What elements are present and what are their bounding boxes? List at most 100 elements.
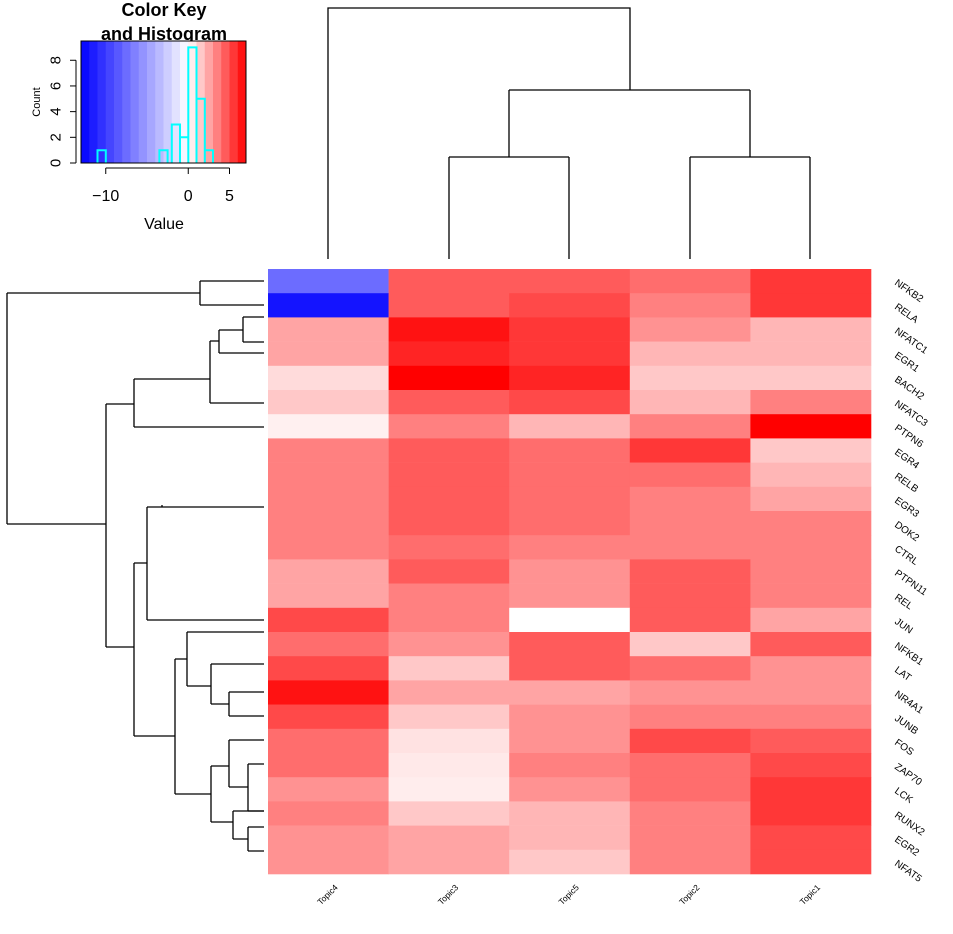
row-dendro-group2a — [146, 506, 264, 621]
heatmap-cell-egr4-topic2 — [629, 438, 751, 463]
heatmap-cell-nr4a1-topic4 — [268, 680, 389, 705]
row-dendro-group3c — [232, 810, 264, 852]
column-label: Topic5 — [556, 882, 581, 907]
color-key-strip — [188, 41, 197, 163]
heatmap-cell-rela-topic4 — [268, 293, 389, 318]
column-label: Topic2 — [677, 882, 702, 907]
column-dendrogram — [327, 7, 811, 259]
heatmap-cell-zap70-topic2 — [629, 753, 751, 778]
color-key-strip — [89, 41, 98, 163]
key-y-tick-label: 6 — [48, 82, 65, 90]
color-key-histogram — [96, 46, 214, 163]
key-y-tick-label: 8 — [48, 56, 65, 64]
heatmap-cell-lck-topic5 — [509, 777, 631, 802]
row-dendro-group3b — [210, 739, 264, 823]
heatmap-cell-nfatc3-topic2 — [629, 390, 751, 415]
heatmap-cell-ptpn11-topic4 — [268, 559, 389, 584]
heatmap-cell-dok2-topic4 — [268, 511, 389, 536]
heatmap-cells — [268, 269, 872, 875]
heatmap-cell-bach2-topic5 — [509, 365, 631, 391]
color-key-strip — [114, 41, 123, 163]
heatmap-cell-fos-topic2 — [629, 728, 751, 754]
key-y-tick-label: 2 — [48, 133, 65, 141]
heatmap-cell-junb-topic5 — [509, 704, 631, 730]
row-dendro-group1a — [209, 329, 264, 404]
heatmap-cell-nr4a1-topic3 — [388, 680, 510, 705]
row-dendro-group3 — [134, 658, 211, 795]
color-key-strip — [229, 41, 239, 163]
heatmap-cell-nfkb2-topic1 — [750, 269, 872, 294]
column-label: Topic3 — [436, 882, 461, 907]
heatmap-cell-nfatc3-topic3 — [388, 390, 510, 415]
heatmap-cell-fos-topic1 — [750, 728, 872, 754]
color-key-strip — [171, 41, 181, 163]
heatmap-cell-lat-topic3 — [388, 656, 510, 681]
heatmap-cell-fos-topic5 — [509, 728, 631, 754]
row-label: NR4A1 — [892, 689, 925, 717]
heatmap-cell-dok2-topic3 — [388, 511, 510, 536]
heatmap-cell-ptpn6-topic5 — [509, 414, 631, 439]
heatmap-cell-egr1-topic3 — [388, 341, 510, 367]
heatmap-cell-nfkb1-topic3 — [388, 632, 510, 657]
column-label: Topic1 — [798, 882, 823, 907]
heatmap-cell-ptpn6-topic2 — [629, 414, 751, 439]
heatmap-cell-ctrl-topic3 — [388, 535, 510, 560]
heatmap-cell-nfat5-topic1 — [750, 849, 872, 875]
heatmap-cell-jun-topic4 — [268, 607, 389, 633]
heatmap-cell-rela-topic5 — [509, 293, 631, 318]
heatmap-cell-egr3-topic4 — [268, 486, 389, 512]
heatmap-cell-egr1-topic2 — [629, 341, 751, 367]
color-key-strip — [122, 41, 131, 163]
row-label: NFKB1 — [892, 641, 925, 669]
row-label: LCK — [892, 786, 915, 806]
row-label: EGR3 — [892, 495, 921, 520]
row-dendro-group2 — [106, 562, 147, 736]
key-y-tick-label: 0 — [48, 159, 65, 167]
row-label: FOS — [892, 737, 915, 758]
heatmap-cell-egr2-topic4 — [268, 825, 389, 851]
heatmap-cell-rel-topic5 — [509, 583, 631, 609]
color-key-strip — [155, 41, 164, 163]
color-key-subtitle: and Histogram — [101, 24, 227, 44]
row-label: RELA — [892, 302, 920, 326]
heatmap-cell-jun-topic3 — [388, 607, 510, 633]
heatmap-cell-junb-topic3 — [388, 704, 510, 730]
heatmap-cell-nfat5-topic2 — [629, 849, 751, 875]
heatmap-cell-fos-topic3 — [388, 728, 510, 754]
heatmap-cell-ptpn6-topic1 — [750, 414, 872, 439]
heatmap-cell-nfat5-topic5 — [509, 849, 631, 875]
heatmap-cell-zap70-topic5 — [509, 753, 631, 778]
key-y-tick-label: 4 — [48, 107, 65, 115]
heatmap-cell-nfatc3-topic5 — [509, 390, 631, 415]
color-key-strip — [180, 41, 189, 163]
color-key-title: Color Key — [121, 0, 206, 20]
heatmap-cell-runx2-topic4 — [268, 801, 389, 826]
heatmap-cell-runx2-topic1 — [750, 801, 872, 826]
heatmap-cell-ctrl-topic4 — [268, 535, 389, 560]
row-dendrogram — [6, 280, 264, 852]
heatmap-cell-egr4-topic4 — [268, 438, 389, 463]
heatmap-cell-egr2-topic5 — [509, 825, 631, 851]
heatmap-cell-nfatc3-topic1 — [750, 390, 872, 415]
row-dendro-nfkb — [7, 280, 264, 306]
heatmap-cell-ptpn6-topic4 — [268, 414, 389, 439]
heatmap-cell-egr3-topic2 — [629, 486, 751, 512]
heatmap-cell-nfkb2-topic5 — [509, 269, 631, 294]
heatmap-cell-lat-topic1 — [750, 656, 872, 681]
heatmap-cell-rel-topic2 — [629, 583, 751, 609]
heatmap-cell-lck-topic1 — [750, 777, 872, 802]
row-label: NFAT5 — [892, 858, 924, 885]
color-key-strip — [204, 41, 214, 163]
heatmap-cell-zap70-topic1 — [750, 753, 872, 778]
col-dendro-left — [448, 156, 570, 259]
heatmap-cell-fos-topic4 — [268, 728, 389, 754]
heatmap-cell-nr4a1-topic1 — [750, 680, 872, 705]
heatmap-cell-dok2-topic1 — [750, 511, 872, 536]
col-dendro-mid — [508, 89, 751, 157]
color-key-ylabel: Count — [31, 87, 43, 116]
heatmap-cell-ptpn11-topic3 — [388, 559, 510, 584]
color-key-strip — [221, 41, 230, 163]
row-labels: NFKB2RELANFATC1EGR1BACH2NFATC3PTPN6EGR4R… — [892, 278, 929, 885]
row-label: JUN — [892, 616, 914, 636]
